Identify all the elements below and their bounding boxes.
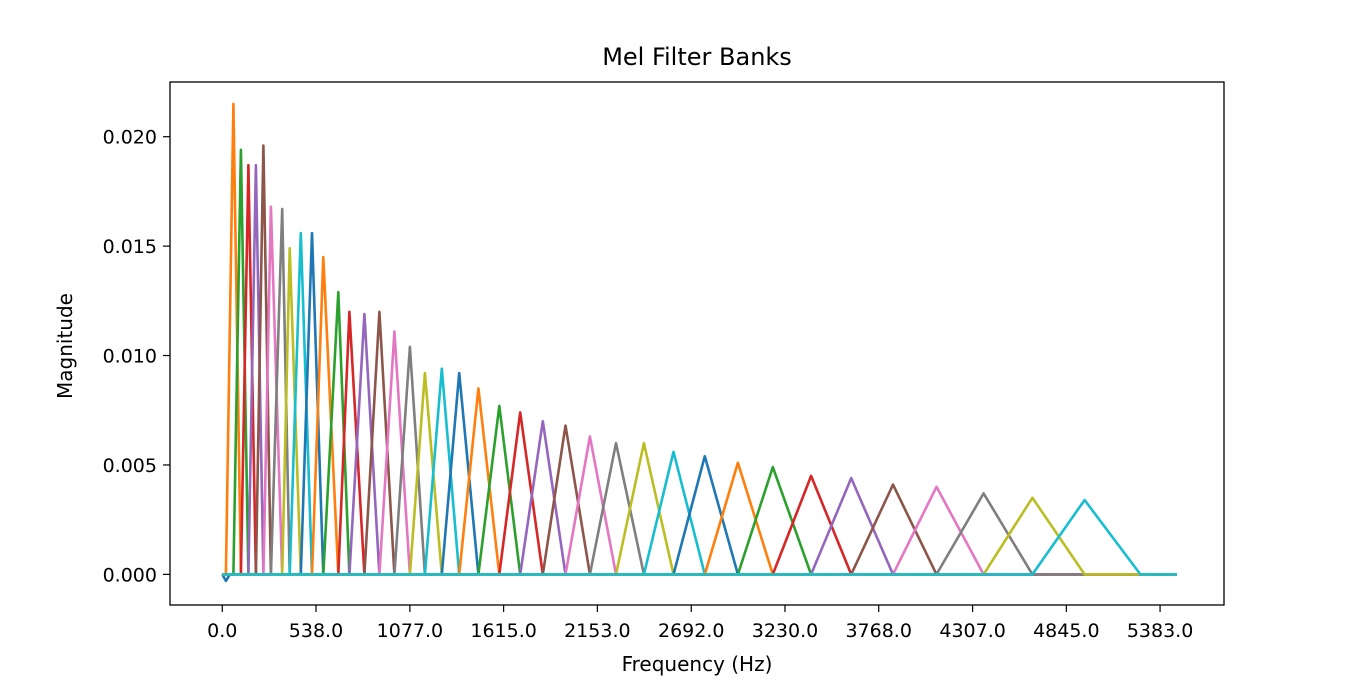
y-tick-label: 0.005 bbox=[103, 455, 157, 477]
x-tick-label: 2692.0 bbox=[658, 620, 724, 642]
series-group bbox=[221, 102, 1177, 583]
x-tick-label: 3768.0 bbox=[845, 620, 911, 642]
plot-frame bbox=[169, 81, 1225, 606]
plot-area bbox=[169, 81, 1225, 606]
x-tick-label: 538.0 bbox=[289, 620, 343, 642]
y-tick-label: 0.020 bbox=[103, 127, 157, 149]
x-tick-label: 5383.0 bbox=[1127, 620, 1193, 642]
x-axis: 0.0 538.0 1077.0 1615.0 2153.0 2692.0 3230.0 37… bbox=[207, 605, 1193, 642]
y-tick-label: 0.010 bbox=[103, 346, 157, 368]
chart-title: Mel Filter Banks bbox=[602, 43, 792, 71]
x-tick-label: 4845.0 bbox=[1033, 620, 1099, 642]
x-tick-label: 1615.0 bbox=[470, 620, 536, 642]
y-axis-label: Magnitude bbox=[53, 293, 77, 399]
x-tick-label: 2153.0 bbox=[564, 620, 630, 642]
filter-line-40 bbox=[222, 498, 1177, 576]
y-tick-label: 0.015 bbox=[103, 236, 157, 258]
x-tick-label: 4307.0 bbox=[939, 620, 1005, 642]
x-axis-label: Frequency (Hz) bbox=[622, 652, 773, 676]
y-tick-label: 0.000 bbox=[103, 564, 157, 586]
y-axis: 0.000 0.005 0.010 0.015 0.020 bbox=[103, 127, 170, 586]
x-tick-label: 0.0 bbox=[207, 620, 237, 642]
x-tick-label: 3230.0 bbox=[752, 620, 818, 642]
x-tick-label: 1077.0 bbox=[377, 620, 443, 642]
